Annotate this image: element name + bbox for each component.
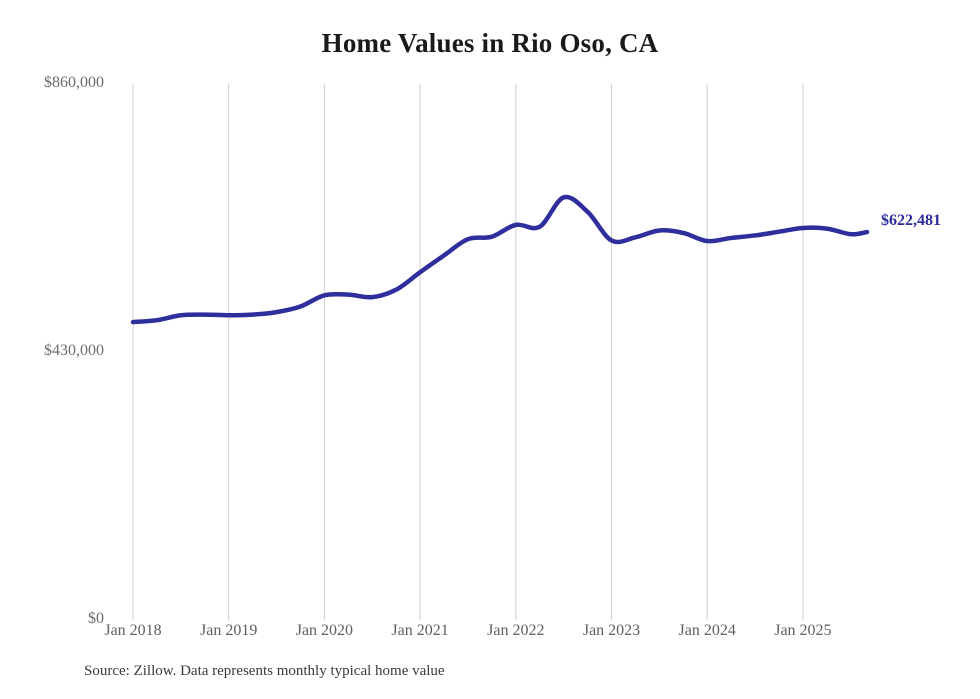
y-axis: $860,000 $430,000 $0 — [0, 0, 104, 699]
gridlines — [132, 84, 804, 620]
x-tick-label: Jan 2020 — [295, 622, 354, 639]
series-line — [130, 194, 870, 325]
page-title: Home Values in Rio Oso, CA — [321, 28, 659, 58]
x-tick-label: Jan 2024 — [678, 622, 736, 639]
y-tick-label-mid: $430,000 — [44, 342, 104, 359]
y-tick-label-top: $860,000 — [44, 74, 104, 91]
x-tick-label: Jan 2025 — [774, 622, 832, 639]
x-tick-label: Jan 2019 — [200, 622, 258, 639]
series-line-group — [130, 194, 870, 325]
end-value-annotation: $622,481 — [881, 212, 942, 230]
source-note: Source: Zillow. Data represents monthly … — [84, 663, 445, 679]
x-tick-label: Jan 2021 — [391, 622, 449, 639]
x-tick-label: Jan 2022 — [487, 622, 545, 639]
x-tick-label: Jan 2023 — [582, 622, 641, 639]
y-tick-label-bottom: $0 — [88, 610, 104, 627]
x-tick-label: Jan 2018 — [104, 622, 162, 639]
